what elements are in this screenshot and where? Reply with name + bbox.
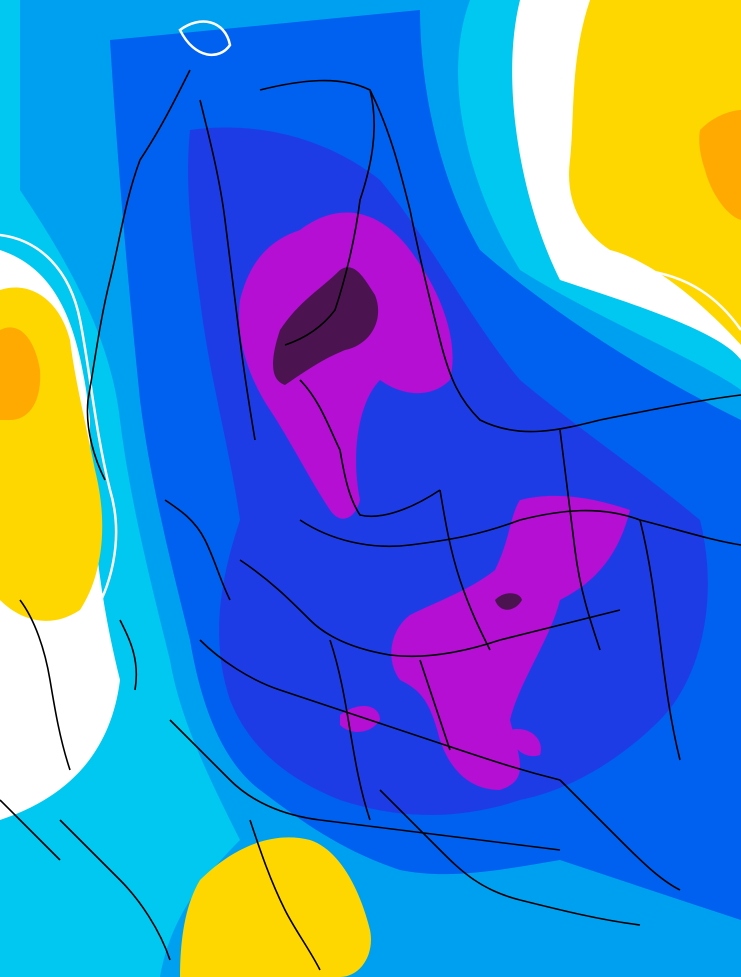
magenta-field xyxy=(239,212,630,790)
isoline-set xyxy=(0,0,741,620)
dark-purple-field xyxy=(273,267,522,610)
orange-field xyxy=(0,110,741,420)
country-borders xyxy=(0,69,741,971)
